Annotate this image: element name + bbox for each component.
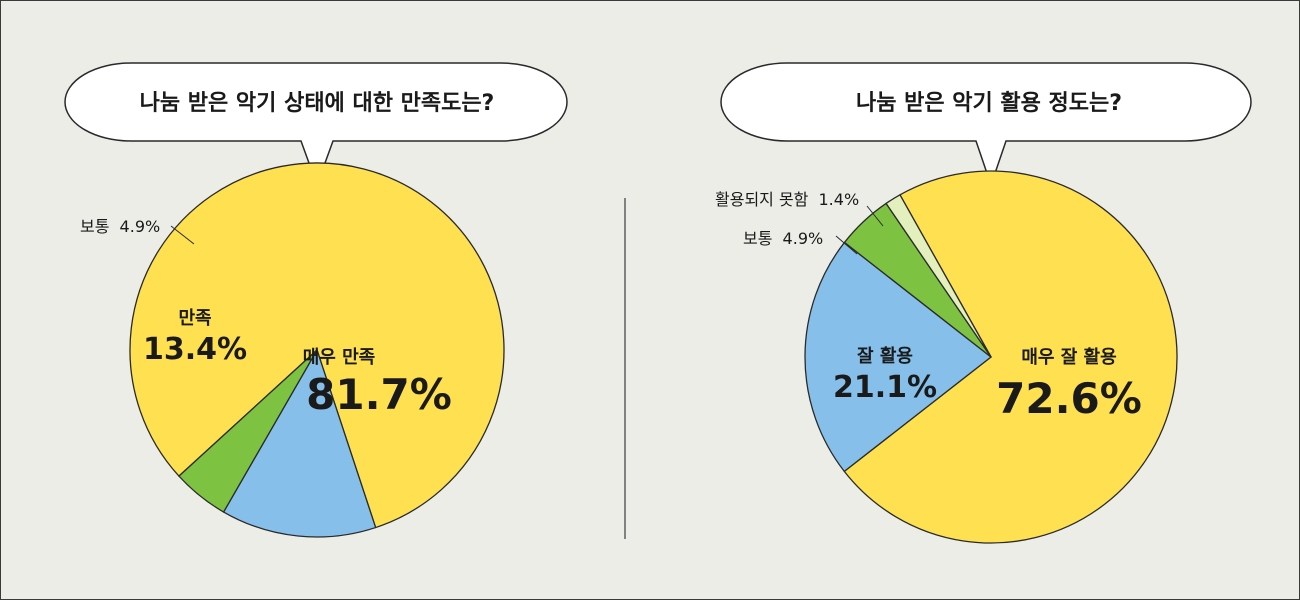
right-normal-leader-line xyxy=(835,235,858,255)
left-pie-labels: 매우 만족 81.7% 만족 13.4% 보통 4.9% xyxy=(80,217,452,419)
left-pie-slice-3 xyxy=(178,349,318,513)
right-not-used-value: 1.4% xyxy=(819,190,860,209)
right-not-used-leader-line xyxy=(866,205,884,227)
left-slice-value-satisfied: 13.4% xyxy=(143,332,247,367)
right-title-bubble: 나눔 받은 악기 활용 정도는? xyxy=(720,62,1252,188)
right-normal-name: 보통 xyxy=(743,229,772,248)
right-chart-title: 나눔 받은 악기 활용 정도는? xyxy=(856,91,1122,116)
right-slice-label-well-used: 잘 활용 xyxy=(857,346,913,367)
right-slice-value-very-well-used: 72.6% xyxy=(996,374,1142,423)
left-slice-value-very-satisfied: 81.7% xyxy=(306,370,452,419)
right-pie-slice-2 xyxy=(804,241,992,473)
right-normal-value: 4.9% xyxy=(783,229,824,248)
left-pie-chart xyxy=(129,162,505,538)
left-title-bubble: 나눔 받은 악기 상태에 대한 만족도는? xyxy=(64,62,568,188)
left-normal-value: 4.9% xyxy=(120,217,161,236)
left-pie-slice-1 xyxy=(129,162,505,529)
right-pie-labels: 매우 잘 활용 72.6% 잘 활용 21.1% 보통 4.9% 활용되지 못함… xyxy=(715,190,1142,423)
left-chart-title: 나눔 받은 악기 상태에 대한 만족도는? xyxy=(140,91,495,116)
left-slice-label-satisfied: 만족 xyxy=(178,308,211,329)
left-pie-slice-2 xyxy=(222,349,377,538)
left-normal-name: 보통 xyxy=(80,217,109,236)
right-pie-chart xyxy=(804,170,1178,544)
right-slice-label-not-used: 활용되지 못함 1.4% xyxy=(715,190,859,209)
right-slice-value-well-used: 21.1% xyxy=(833,370,937,405)
left-slice-label-very-satisfied: 매우 만족 xyxy=(303,347,376,368)
right-pie-slice-4 xyxy=(885,194,992,358)
right-slice-label-very-well-used: 매우 잘 활용 xyxy=(1021,347,1116,368)
left-slice-label-normal: 보통 4.9% xyxy=(80,217,160,236)
right-slice-label-normal: 보통 4.9% xyxy=(743,229,823,248)
right-pie-slice-1 xyxy=(843,170,1178,544)
right-not-used-name: 활용되지 못함 xyxy=(715,190,809,209)
left-normal-leader-line xyxy=(170,225,195,245)
